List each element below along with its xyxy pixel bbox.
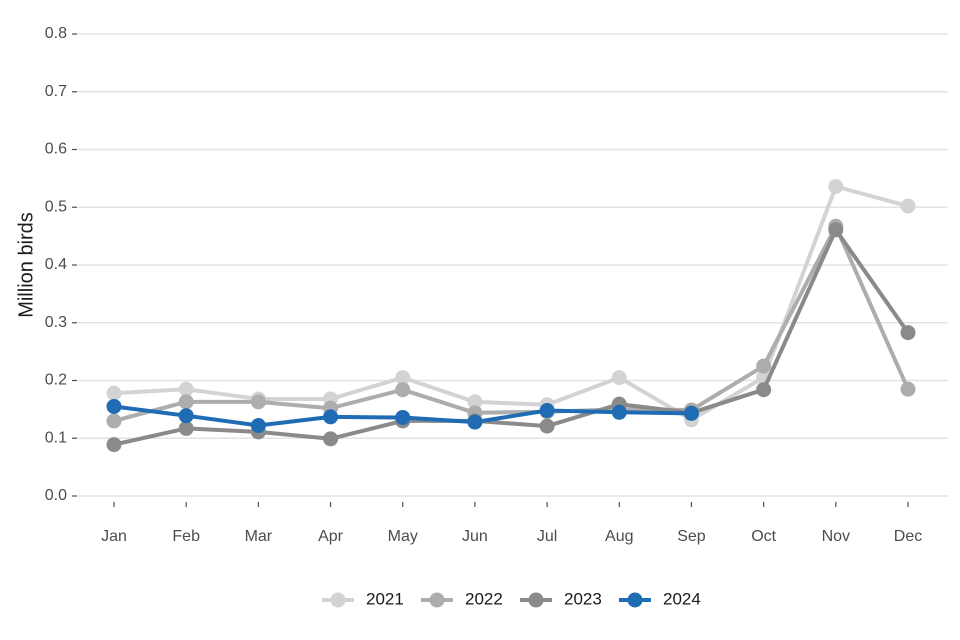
- y-tick-label: 0.3: [45, 314, 67, 331]
- y-tick-label: 0.4: [45, 256, 67, 273]
- data-point: [467, 394, 483, 410]
- y-axis-title: Million birds: [15, 212, 37, 318]
- x-tick-label: Mar: [245, 528, 273, 545]
- legend: 2021 2022 2023 2024: [322, 589, 701, 608]
- x-tick-label: Jan: [101, 528, 127, 545]
- x-tick-label: Sep: [677, 528, 706, 545]
- x-tick-label: Apr: [318, 528, 344, 545]
- x-tick-label: Aug: [605, 528, 633, 545]
- y-tick-label: 0.1: [45, 429, 67, 446]
- data-point: [395, 409, 411, 425]
- data-point: [900, 325, 916, 341]
- data-point: [395, 370, 411, 386]
- y-tick-label: 0.6: [45, 141, 67, 158]
- data-point: [395, 382, 411, 398]
- legend-label: 2023: [564, 589, 602, 608]
- data-point: [178, 408, 194, 424]
- legend-label: 2024: [663, 589, 701, 608]
- series-line-2022: [112, 224, 910, 423]
- data-point: [756, 382, 772, 398]
- data-point: [323, 431, 339, 447]
- legend-item-2023: 2023: [520, 589, 602, 608]
- legend-swatch-point: [528, 592, 544, 608]
- data-point: [250, 418, 266, 434]
- data-point: [539, 418, 555, 434]
- series-group: [106, 178, 916, 453]
- x-tick-label: Feb: [172, 528, 200, 545]
- x-tick-label: May: [388, 528, 418, 545]
- x-axis: Jan Feb Mar Apr May Jun Jul Aug Sep Oct Nov Dec: [101, 502, 922, 545]
- data-point: [611, 370, 627, 386]
- data-point: [756, 358, 772, 374]
- data-point: [106, 385, 122, 401]
- data-point: [106, 413, 122, 429]
- legend-item-2022: 2022: [421, 589, 503, 608]
- data-point: [178, 381, 194, 397]
- series-2024: [106, 398, 699, 434]
- legend-swatch-point: [429, 592, 445, 608]
- data-point: [828, 178, 844, 194]
- data-point: [611, 404, 627, 420]
- x-tick-label: Dec: [894, 528, 922, 545]
- data-point: [323, 409, 339, 425]
- series-line-2023: [112, 227, 910, 447]
- x-tick-label: Jul: [537, 528, 557, 545]
- legend-swatch-point: [330, 592, 346, 608]
- x-tick-label: Oct: [751, 528, 776, 545]
- legend-label: 2021: [366, 589, 404, 608]
- data-point: [106, 437, 122, 453]
- data-point: [106, 398, 122, 414]
- series-line-2021: [112, 184, 910, 422]
- x-tick-label: Nov: [822, 528, 850, 545]
- data-point: [900, 198, 916, 214]
- y-tick-label: 0.8: [45, 25, 67, 42]
- data-point: [467, 414, 483, 430]
- legend-item-2024: 2024: [619, 589, 701, 608]
- data-point: [250, 394, 266, 410]
- legend-swatch-point: [627, 592, 643, 608]
- legend-label: 2022: [465, 589, 503, 608]
- gridlines: [78, 33, 948, 497]
- y-tick-label: 0.2: [45, 372, 67, 389]
- y-tick-label: 0.5: [45, 198, 67, 215]
- data-point: [539, 403, 555, 419]
- data-point: [178, 394, 194, 410]
- y-tick-label: 0.7: [45, 83, 67, 100]
- data-point: [900, 381, 916, 397]
- x-tick-label: Jun: [462, 528, 488, 545]
- data-point: [178, 420, 194, 436]
- data-point: [683, 405, 699, 421]
- data-point: [828, 222, 844, 238]
- y-axis: 0.0 0.1 0.2 0.3 0.4 0.5 0.6 0.7 0.8: [45, 25, 77, 504]
- y-tick-label: 0.0: [45, 487, 67, 504]
- legend-item-2021: 2021: [322, 589, 404, 608]
